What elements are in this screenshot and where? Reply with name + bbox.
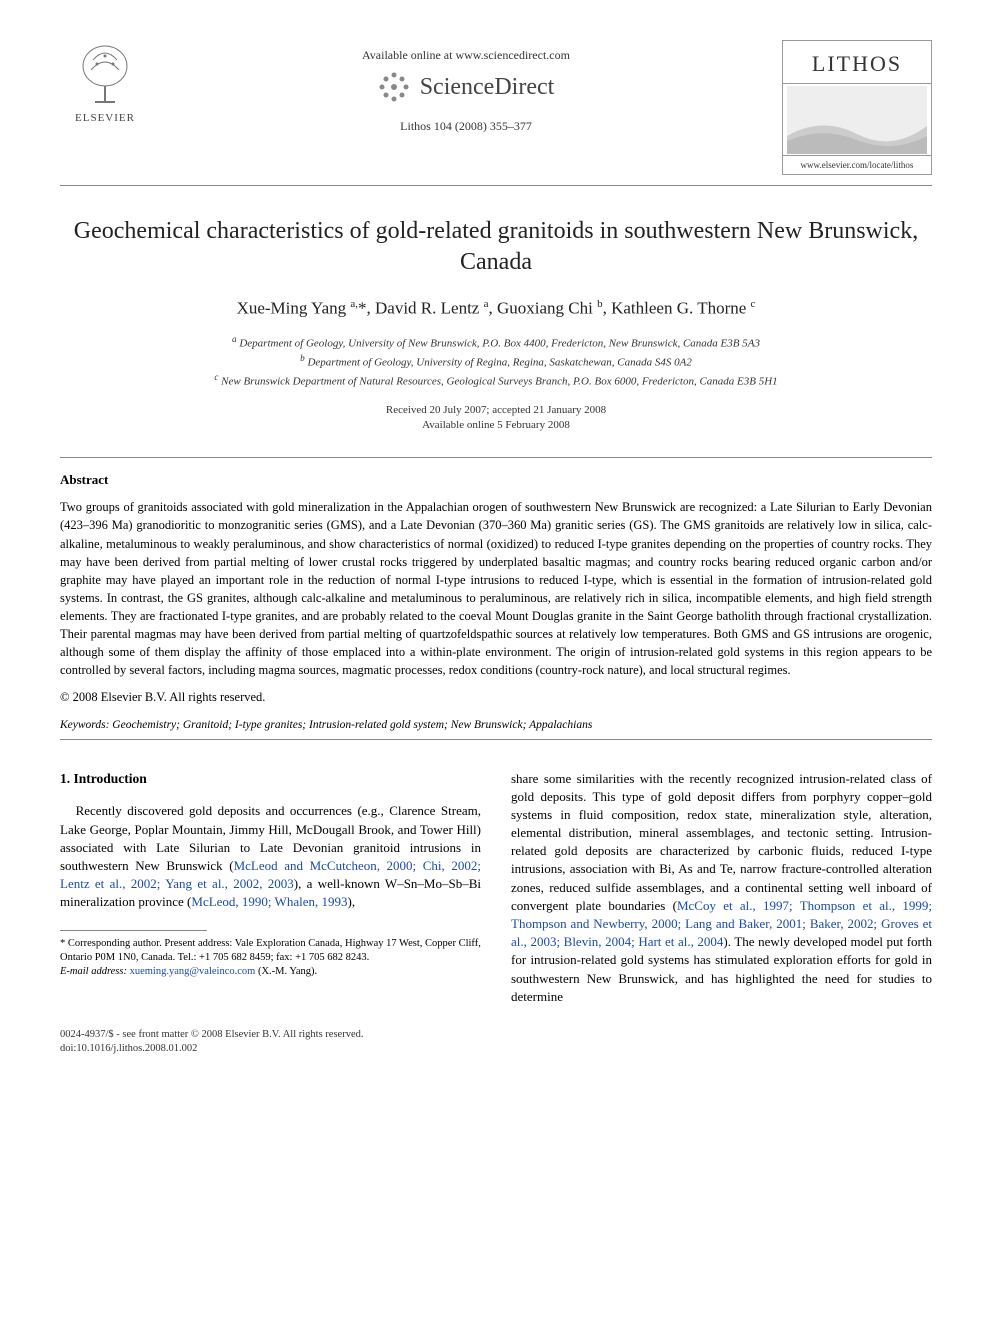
abstract-body: Two groups of granitoids associated with… <box>60 498 932 679</box>
column-left: 1. Introduction Recently discovered gold… <box>60 770 481 1006</box>
sciencedirect-row: ScienceDirect <box>150 69 782 105</box>
header-row: ELSEVIER Available online at www.science… <box>60 40 932 175</box>
elsevier-label: ELSEVIER <box>75 112 135 124</box>
lithos-journal-block: LITHOS www.elsevier.com/locate/lithos <box>782 40 932 175</box>
lithos-journal-title: LITHOS <box>783 43 931 84</box>
corresponding-text: * Corresponding author. Present address:… <box>60 937 481 965</box>
intro-paragraph-2: share some similarities with the recentl… <box>511 770 932 1006</box>
keywords-values: Geochemistry; Granitoid; I-type granites… <box>112 719 592 731</box>
email-who: (X.-M. Yang). <box>258 966 317 977</box>
keywords-label: Keywords: <box>60 719 109 731</box>
email-link[interactable]: xueming.yang@valeinco.com <box>130 966 256 977</box>
abstract-heading: Abstract <box>60 472 932 488</box>
intro-paragraph-1: Recently discovered gold deposits and oc… <box>60 802 481 911</box>
sciencedirect-icon <box>378 69 414 105</box>
abstract-bottom-divider <box>60 739 932 740</box>
abstract-copyright: © 2008 Elsevier B.V. All rights reserved… <box>60 690 932 705</box>
elsevier-tree-icon <box>75 40 135 110</box>
section-1-heading: 1. Introduction <box>60 770 481 789</box>
citation-link[interactable]: McLeod, 1990; Whalen, 1993 <box>191 894 347 909</box>
paper-title: Geochemical characteristics of gold-rela… <box>60 216 932 278</box>
available-online-text: Available online at www.sciencedirect.co… <box>150 48 782 63</box>
corresponding-author-footnote: * Corresponding author. Present address:… <box>60 937 481 980</box>
received-accepted-date: Received 20 July 2007; accepted 21 Janua… <box>60 403 932 418</box>
page-footer: 0024-4937/$ - see front matter © 2008 El… <box>60 1028 932 1056</box>
column-right: share some similarities with the recentl… <box>511 770 932 1006</box>
dates-block: Received 20 July 2007; accepted 21 Janua… <box>60 403 932 434</box>
journal-reference: Lithos 104 (2008) 355–377 <box>150 119 782 134</box>
lithos-cover-image <box>783 84 931 156</box>
email-line: E-mail address: xueming.yang@valeinco.co… <box>60 965 481 979</box>
elsevier-logo-block: ELSEVIER <box>60 40 150 124</box>
abstract-top-divider <box>60 457 932 458</box>
keywords-line: Keywords: Geochemistry; Granitoid; I-typ… <box>60 719 932 731</box>
lithos-url: www.elsevier.com/locate/lithos <box>783 156 931 174</box>
footer-doi: doi:10.1016/j.lithos.2008.01.002 <box>60 1042 932 1056</box>
affiliation-a: a Department of Geology, University of N… <box>60 333 932 352</box>
authors-line: Xue-Ming Yang a,*, David R. Lentz a, Guo… <box>60 298 932 319</box>
affiliations: a Department of Geology, University of N… <box>60 333 932 390</box>
affiliation-c: c New Brunswick Department of Natural Re… <box>60 371 932 390</box>
email-label: E-mail address: <box>60 966 127 977</box>
available-online-date: Available online 5 February 2008 <box>60 418 932 433</box>
header-divider <box>60 185 932 186</box>
footer-front-matter: 0024-4937/$ - see front matter © 2008 El… <box>60 1028 932 1042</box>
affiliation-b: b Department of Geology, University of R… <box>60 352 932 371</box>
footnote-rule <box>60 930 207 931</box>
center-header: Available online at www.sciencedirect.co… <box>150 40 782 134</box>
body-two-column: 1. Introduction Recently discovered gold… <box>60 770 932 1006</box>
sciencedirect-text: ScienceDirect <box>420 74 555 101</box>
